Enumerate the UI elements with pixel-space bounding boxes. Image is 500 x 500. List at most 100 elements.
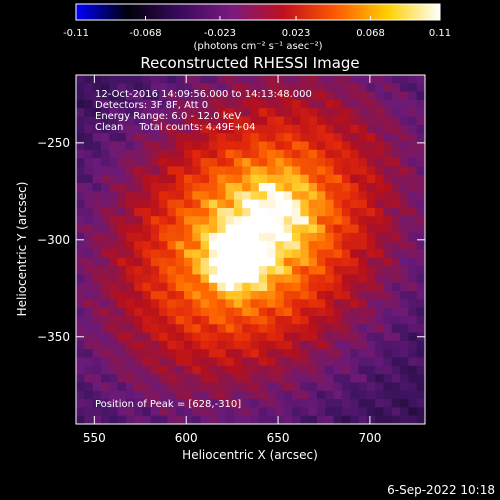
heatmap-cell xyxy=(208,241,218,250)
heatmap-cell xyxy=(192,224,202,234)
heatmap-cell xyxy=(117,232,127,242)
heatmap-cell xyxy=(76,124,85,134)
heatmap-cell xyxy=(76,249,85,259)
heatmap-cell xyxy=(250,158,260,167)
heatmap-cell xyxy=(292,199,301,209)
y-tick-label: −250 xyxy=(37,136,70,150)
heatmap-cell xyxy=(134,307,143,317)
colorbar-ticks: -0.11 -0.068 -0.023 0.023 0.068 0.11 xyxy=(63,16,451,39)
heatmap-cell xyxy=(208,116,218,126)
heatmap-cell xyxy=(250,291,260,300)
heatmap-cell xyxy=(358,116,368,126)
heatmap-cell xyxy=(383,324,393,334)
heatmap-cell xyxy=(242,149,251,159)
heatmap-cell xyxy=(375,99,384,109)
heatmap-cell xyxy=(117,133,127,142)
heatmap-cell xyxy=(300,274,310,284)
heatmap-cell xyxy=(159,224,168,234)
footer-timestamp: 6-Sep-2022 10:18 xyxy=(387,483,495,497)
heatmap-cell xyxy=(184,407,193,417)
heatmap-cell xyxy=(208,149,218,159)
heatmap-cell xyxy=(416,133,425,142)
heatmap-cell xyxy=(142,315,152,325)
heatmap-cell xyxy=(300,75,310,84)
heatmap-cell xyxy=(100,407,110,417)
heatmap-cell xyxy=(358,199,368,209)
heatmap-cell xyxy=(175,166,185,176)
heatmap-cell xyxy=(250,224,260,234)
colorbar-tick-label: -0.11 xyxy=(63,28,89,39)
heatmap-cell xyxy=(258,141,268,151)
heatmap-cell xyxy=(350,99,360,109)
heatmap-cell xyxy=(167,365,177,375)
heatmap-cell xyxy=(416,390,425,400)
heatmap-cell xyxy=(325,124,335,134)
heatmap-cell xyxy=(383,307,393,317)
heatmap-cell xyxy=(333,349,343,359)
heatmap-cell xyxy=(316,133,326,142)
heatmap-cell xyxy=(358,183,368,192)
heatmap-cell xyxy=(100,232,110,242)
heatmap-cell xyxy=(366,274,376,284)
heatmap-cell xyxy=(125,274,135,284)
heatmap-cell xyxy=(150,307,160,317)
heatmap-cell xyxy=(134,249,143,259)
heatmap-cell xyxy=(383,349,393,359)
heatmap-cell xyxy=(258,207,268,217)
heatmap-cell xyxy=(92,307,102,317)
heatmap-cell xyxy=(316,91,326,101)
heatmap-cell xyxy=(200,75,210,84)
heatmap-cell xyxy=(333,141,343,151)
heatmap-cell xyxy=(400,166,409,176)
heatmap-cell xyxy=(175,266,185,275)
heatmap-cell xyxy=(150,108,160,118)
heatmap-cell xyxy=(167,340,177,350)
heatmap-cell xyxy=(300,249,310,259)
heatmap-cell xyxy=(316,83,326,93)
heatmap-cell xyxy=(275,241,285,250)
heatmap-cell xyxy=(258,299,268,309)
heatmap-cell xyxy=(400,116,409,126)
heatmap-cell xyxy=(341,332,351,342)
heatmap-cell xyxy=(117,365,127,375)
heatmap-cell xyxy=(283,199,293,209)
heatmap-cell xyxy=(200,199,210,209)
heatmap-cell xyxy=(192,91,202,101)
heatmap-cell xyxy=(350,299,360,309)
heatmap-cell xyxy=(416,382,425,392)
heatmap-cell xyxy=(316,199,326,209)
heatmap-cell xyxy=(242,382,251,392)
heatmap-cell xyxy=(267,224,276,234)
heatmap-cell xyxy=(283,299,293,309)
heatmap-cell xyxy=(184,315,193,325)
heatmap-cell xyxy=(150,299,160,309)
heatmap-cell xyxy=(117,199,127,209)
heatmap-cell xyxy=(233,83,243,93)
heatmap-cell xyxy=(400,216,409,226)
heatmap-cell xyxy=(217,232,227,242)
heatmap-cell xyxy=(308,407,318,417)
heatmap-cell xyxy=(275,116,285,126)
heatmap-cell xyxy=(159,307,168,317)
heatmap-cell xyxy=(391,365,401,375)
heatmap-cell xyxy=(125,183,135,192)
heatmap-cell xyxy=(416,124,425,134)
heatmap-cell xyxy=(308,232,318,242)
heatmap-cell xyxy=(184,91,193,101)
heatmap-cell xyxy=(217,315,227,325)
heatmap-cell xyxy=(283,332,293,342)
heatmap-cell xyxy=(283,390,293,400)
heatmap-cell xyxy=(333,249,343,259)
heatmap-cell xyxy=(258,282,268,292)
heatmap-cell xyxy=(217,83,227,93)
heatmap-cell xyxy=(400,299,409,309)
heatmap-cell xyxy=(333,83,343,93)
heatmap-cell xyxy=(233,133,243,142)
heatmap-cell xyxy=(292,299,301,309)
heatmap-cell xyxy=(192,141,202,151)
heatmap-cell xyxy=(100,83,110,93)
heatmap-cell xyxy=(283,224,293,234)
heatmap-cell xyxy=(375,166,384,176)
heatmap-cell xyxy=(150,133,160,142)
heatmap-cell xyxy=(333,407,343,417)
